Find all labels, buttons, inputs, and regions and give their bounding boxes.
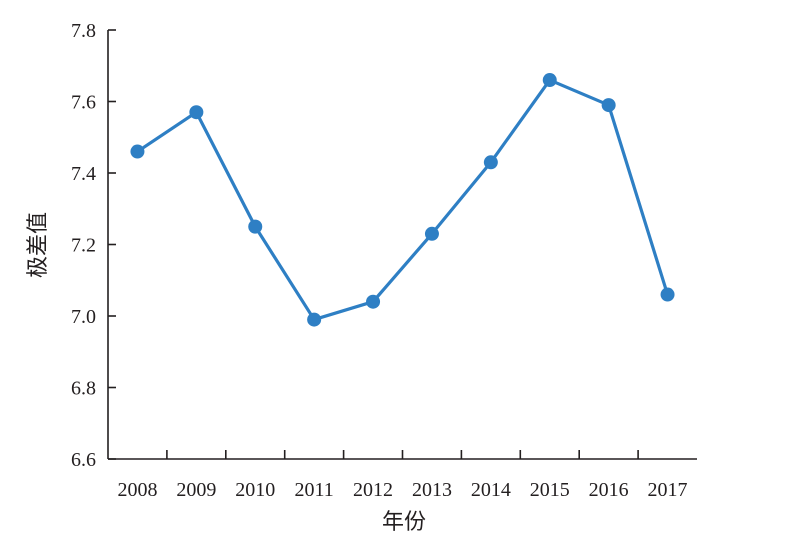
data-series — [130, 73, 675, 327]
tick-marks — [108, 29, 639, 460]
y-axis-label: 极差值 — [25, 212, 50, 278]
y-tick-label-3: 7.2 — [71, 235, 96, 257]
data-point-2013 — [424, 226, 439, 241]
x-tick-label-2: 2010 — [235, 479, 275, 501]
x-tick-label-8: 2016 — [589, 479, 629, 501]
x-tick-label-4: 2012 — [353, 479, 393, 501]
data-point-2017 — [660, 287, 675, 302]
y-tick-label-6: 7.8 — [71, 20, 96, 42]
data-point-2015 — [542, 73, 557, 88]
y-tick-label-5: 7.6 — [71, 92, 96, 114]
axes — [107, 30, 697, 460]
data-point-2010 — [248, 219, 263, 234]
x-axis-label: 年份 — [382, 509, 426, 534]
x-tick-label-0: 2008 — [117, 479, 157, 501]
x-tick-label-9: 2017 — [648, 479, 688, 501]
data-point-2016 — [601, 98, 616, 113]
x-tick-label-7: 2015 — [530, 479, 570, 501]
series-line-0 — [136, 78, 670, 322]
data-point-2008 — [130, 144, 145, 159]
tick-labels: 6.6 6.8 7.0 7.2 7.4 7.6 7.8 2008 2009 2010 2011 201… — [71, 20, 688, 501]
y-tick-label-0: 6.6 — [71, 449, 96, 471]
y-tick-label-2: 7.0 — [71, 306, 96, 328]
data-point-2014 — [483, 155, 498, 170]
data-point-2011 — [307, 312, 322, 327]
x-tick-label-6: 2014 — [471, 479, 511, 501]
data-point-2012 — [366, 294, 381, 309]
x-tick-label-1: 2009 — [176, 479, 216, 501]
data-point-2009 — [189, 105, 204, 120]
x-tick-label-3: 2011 — [295, 479, 334, 501]
y-tick-label-4: 7.4 — [71, 163, 96, 185]
x-tick-label-5: 2013 — [412, 479, 452, 501]
y-tick-label-1: 6.8 — [71, 378, 96, 400]
